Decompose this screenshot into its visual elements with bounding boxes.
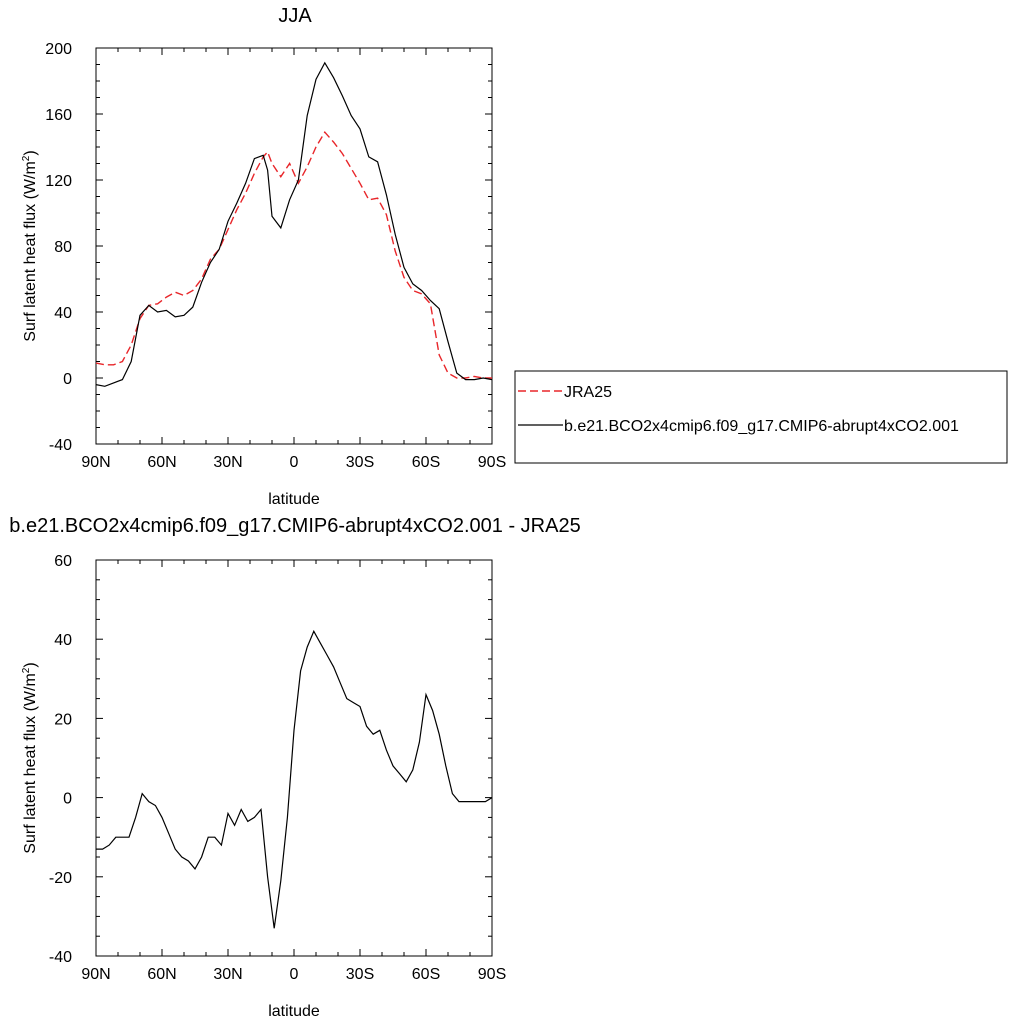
tick-labels-bottom: 90N 60N 30N 0 30S 60S 90S -40 -20 0 20 40 60	[49, 553, 506, 983]
y-tick-label: 80	[54, 239, 72, 256]
x-tick-label: 90S	[478, 454, 506, 471]
x-tick-label: 90S	[478, 966, 506, 983]
series-line-difference	[96, 629, 493, 929]
y-tick-label: -40	[49, 949, 72, 966]
series-line-jra25	[95, 131, 492, 379]
series-bottom	[96, 629, 493, 929]
series-top	[95, 61, 493, 387]
x-tick-label: 60S	[412, 966, 440, 983]
y-tick-label: -20	[49, 870, 72, 887]
x-axis-label-top: latitude	[268, 491, 320, 508]
plot-frame-top	[95, 47, 493, 445]
y-tick-label: 40	[54, 305, 72, 322]
x-tick-label: 0	[290, 966, 299, 983]
x-axis-label-bottom: latitude	[268, 1003, 320, 1020]
y-tick-label: 60	[54, 553, 72, 570]
y-axis-label-top: Surf latent heat flux (W/m2)	[21, 150, 39, 341]
y-tick-label: 40	[54, 632, 72, 649]
y-axis-label-text-bottom: Surf latent heat flux (W/m	[22, 673, 39, 854]
x-tick-label: 90N	[81, 966, 110, 983]
chart-title-bottom: b.e21.BCO2x4cmip6.f09_g17.CMIP6-abrupt4x…	[9, 515, 580, 537]
y-tick-label: -40	[49, 437, 72, 454]
y-axis-label-sup-bottom: 2	[21, 667, 32, 673]
y-axis-label-close-bottom: )	[22, 662, 39, 667]
y-tick-label: 200	[45, 41, 72, 58]
legend-label-model: b.e21.BCO2x4cmip6.f09_g17.CMIP6-abrupt4x…	[564, 418, 959, 435]
panel-top: JJA 90N 60N 30N 0 30S 60S 90S -40 0 40 80 120 160 200…	[21, 5, 506, 508]
plot-frame-bottom	[95, 559, 493, 957]
x-tick-label: 30S	[346, 454, 374, 471]
series-line-model	[95, 61, 493, 387]
y-tick-label: 0	[63, 791, 72, 808]
y-axis-label-bottom: Surf latent heat flux (W/m2)	[21, 662, 39, 853]
y-tick-label: 120	[45, 173, 72, 190]
x-tick-label: 60S	[412, 454, 440, 471]
x-tick-label: 90N	[81, 454, 110, 471]
x-tick-label: 0	[290, 454, 299, 471]
y-tick-label: 160	[45, 107, 72, 124]
panel-bottom: b.e21.BCO2x4cmip6.f09_g17.CMIP6-abrupt4x…	[9, 515, 580, 1020]
x-tick-label: 60N	[147, 966, 176, 983]
y-tick-label: 20	[54, 711, 72, 728]
legend-box	[514, 370, 1008, 464]
chart-title-top: JJA	[278, 5, 312, 27]
legend-label-jra25: JRA25	[564, 384, 612, 401]
ticks-top	[95, 47, 493, 445]
ticks-bottom	[95, 559, 493, 957]
y-axis-label-text-top: Surf latent heat flux (W/m	[22, 161, 39, 342]
tick-labels-top: 90N 60N 30N 0 30S 60S 90S -40 0 40 80 120 160 200	[45, 41, 506, 471]
x-tick-label: 30S	[346, 966, 374, 983]
y-tick-label: 0	[63, 371, 72, 388]
x-tick-label: 30N	[213, 454, 242, 471]
x-tick-label: 60N	[147, 454, 176, 471]
y-axis-label-sup-top: 2	[21, 155, 32, 161]
legend: JRA25 b.e21.BCO2x4cmip6.f09_g17.CMIP6-ab…	[514, 370, 1008, 464]
y-axis-label-close-top: )	[22, 150, 39, 155]
x-tick-label: 30N	[213, 966, 242, 983]
